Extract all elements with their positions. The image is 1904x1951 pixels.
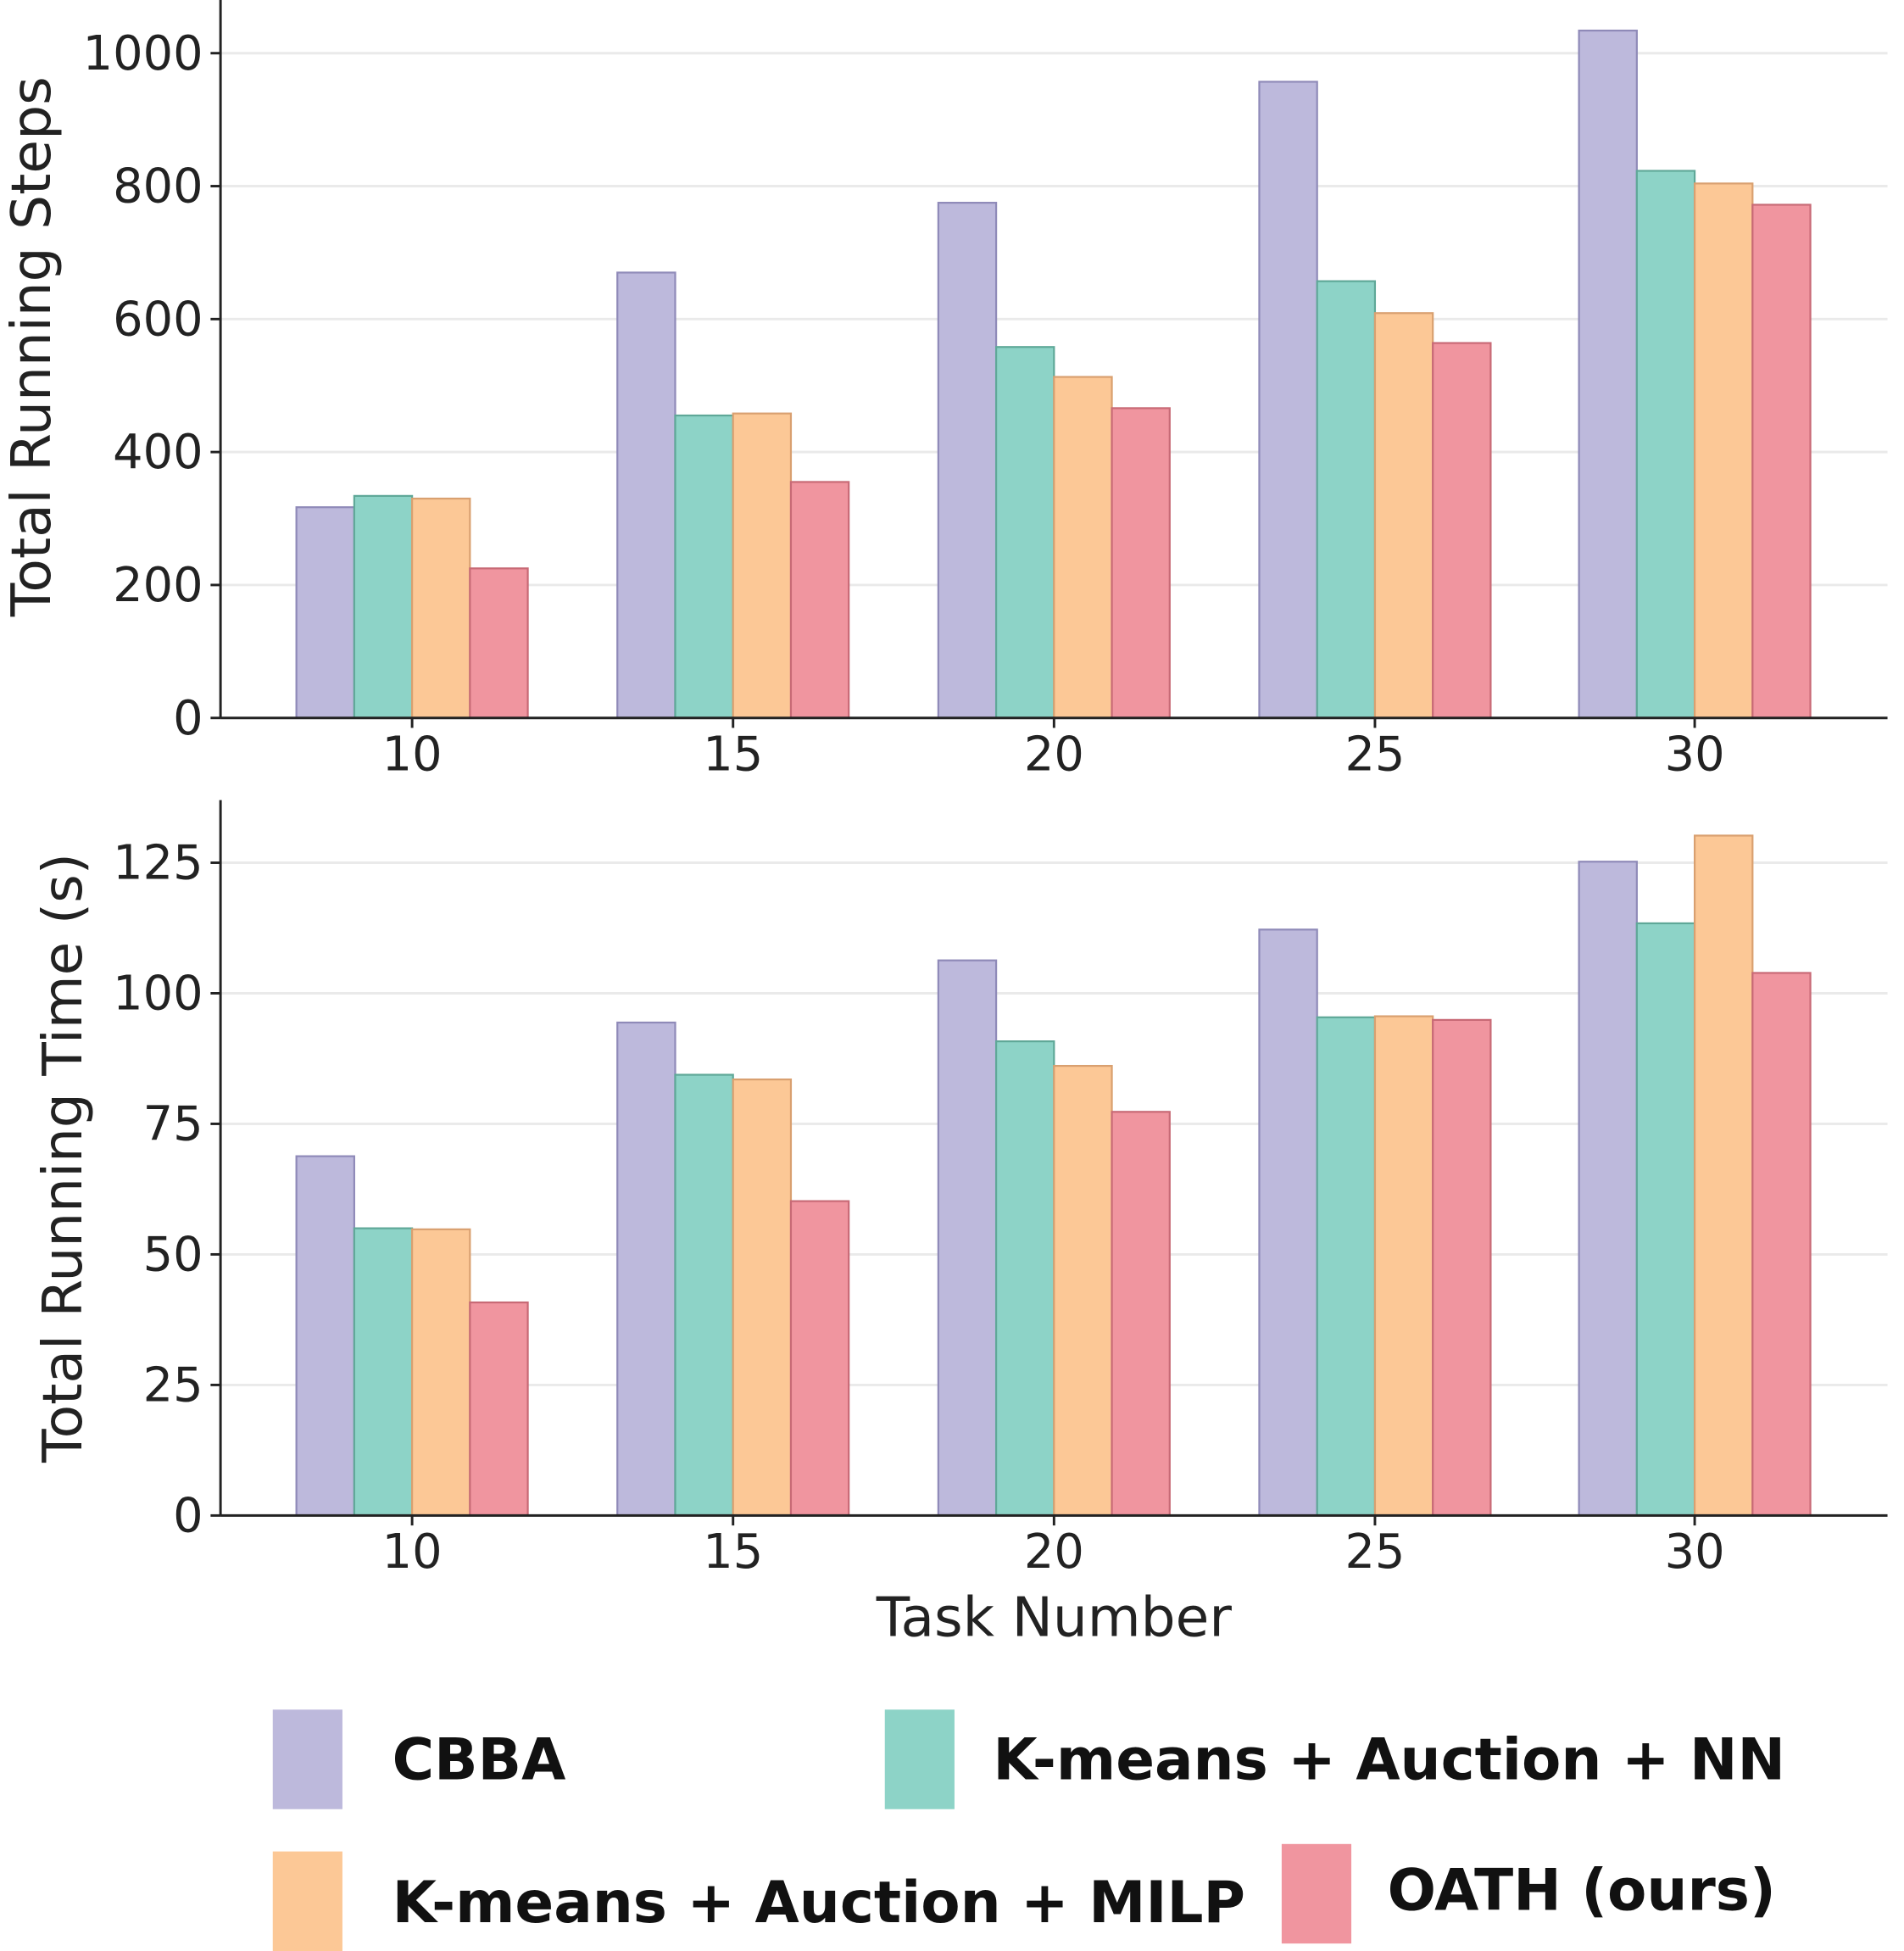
legend-label-kmeans-milp: K-means + Auction + MILP (392, 1869, 1245, 1936)
legend: CBBA K-means + Auction + NN K-means + Au… (272, 1709, 1785, 1951)
x-tick-label: 25 (1344, 727, 1405, 782)
x-tick-label: 20 (1024, 727, 1084, 782)
bar-k-means-auction-nn-10 (353, 494, 414, 719)
bar-k-means-auction-nn-30 (1635, 922, 1696, 1517)
y-tick-label: 1000 (83, 26, 203, 81)
bar-oath-ours--15 (789, 481, 850, 719)
bar-oath-ours--25 (1432, 342, 1492, 719)
y-tick-label: 200 (113, 558, 203, 613)
legend-swatch-kmeans-milp (272, 1851, 342, 1951)
bar-k-means-auction-nn-30 (1635, 170, 1696, 719)
x-axis-label: Task Number (876, 1586, 1233, 1650)
y-axis-label: Total Running Steps (0, 76, 64, 617)
x-tick-label: 30 (1665, 1525, 1725, 1580)
bar-oath-ours--15 (789, 1200, 850, 1517)
bar-oath-ours--20 (1111, 1111, 1171, 1517)
bar-cbba-15 (616, 271, 676, 719)
bar-k-means-auction-milp-25 (1373, 312, 1434, 719)
y-tick-label: 50 (143, 1228, 203, 1283)
y-tick-label: 75 (143, 1097, 203, 1152)
bar-cbba-15 (616, 1021, 676, 1517)
legend-label-cbba: CBBA (392, 1725, 566, 1792)
bar-k-means-auction-nn-25 (1316, 280, 1377, 719)
bar-cbba-10 (295, 506, 355, 719)
bar-k-means-auction-milp-15 (732, 1078, 793, 1517)
bar-k-means-auction-milp-10 (411, 497, 471, 719)
bar-cbba-25 (1258, 81, 1318, 719)
bar-k-means-auction-nn-25 (1316, 1016, 1377, 1517)
y-axis-label: Total Running Time (s) (31, 853, 95, 1463)
bar-k-means-auction-nn-10 (353, 1227, 414, 1517)
bar-oath-ours--20 (1111, 407, 1171, 719)
bar-cbba-30 (1578, 29, 1638, 719)
x-tick-label: 25 (1344, 1525, 1405, 1580)
bar-k-means-auction-milp-20 (1053, 376, 1113, 719)
x-tick-label: 15 (703, 727, 763, 782)
y-tick-label: 0 (173, 691, 203, 746)
bar-k-means-auction-nn-20 (994, 1040, 1055, 1517)
bar-k-means-auction-milp-20 (1053, 1064, 1113, 1517)
bar-k-means-auction-milp-30 (1693, 182, 1754, 719)
y-tick-label: 800 (113, 159, 203, 215)
bar-k-means-auction-nn-15 (674, 1073, 734, 1517)
y-tick-label: 100 (113, 967, 203, 1022)
legend-label-kmeans-nn: K-means + Auction + NN (993, 1725, 1785, 1792)
legend-swatch-cbba (272, 1709, 342, 1809)
bar-cbba-20 (937, 202, 998, 719)
bar-cbba-20 (937, 959, 998, 1517)
chart-running-time: 0 25 50 75 100 125 10 15 20 25 30 Total Running Tim… (31, 800, 1888, 1580)
x-tick-label: 30 (1665, 727, 1725, 782)
x-tick-label: 15 (703, 1525, 763, 1580)
bar-k-means-auction-milp-25 (1373, 1015, 1434, 1517)
bar-cbba-25 (1258, 928, 1318, 1517)
bar-cbba-30 (1578, 861, 1638, 1517)
x-tick-label: 10 (382, 727, 443, 782)
y-tick-label: 0 (173, 1488, 203, 1543)
bar-oath-ours--30 (1751, 972, 1812, 1517)
bar-oath-ours--10 (469, 567, 529, 719)
bar-oath-ours--10 (469, 1301, 529, 1517)
bar-k-means-auction-nn-20 (994, 346, 1055, 719)
legend-swatch-oath (1281, 1843, 1352, 1944)
chart-running-steps: 0 200 400 600 800 1000 10 15 20 25 30 Total Running… (0, 0, 1888, 782)
bar-k-means-auction-milp-10 (411, 1228, 471, 1517)
legend-label-oath: OATH (ours) (1388, 1857, 1776, 1924)
y-tick-label: 125 (113, 836, 203, 891)
bar-k-means-auction-nn-15 (674, 414, 734, 719)
bar-k-means-auction-milp-30 (1693, 834, 1754, 1517)
bar-cbba-10 (295, 1155, 355, 1517)
x-tick-label: 20 (1024, 1525, 1084, 1580)
x-tick-label: 10 (382, 1525, 443, 1580)
bar-oath-ours--25 (1432, 1018, 1492, 1517)
y-tick-label: 400 (113, 425, 203, 480)
legend-swatch-kmeans-nn (884, 1709, 955, 1809)
y-tick-label: 600 (113, 292, 203, 347)
bar-k-means-auction-milp-15 (732, 412, 793, 719)
bar-oath-ours--30 (1751, 203, 1812, 719)
y-tick-label: 25 (143, 1357, 203, 1413)
